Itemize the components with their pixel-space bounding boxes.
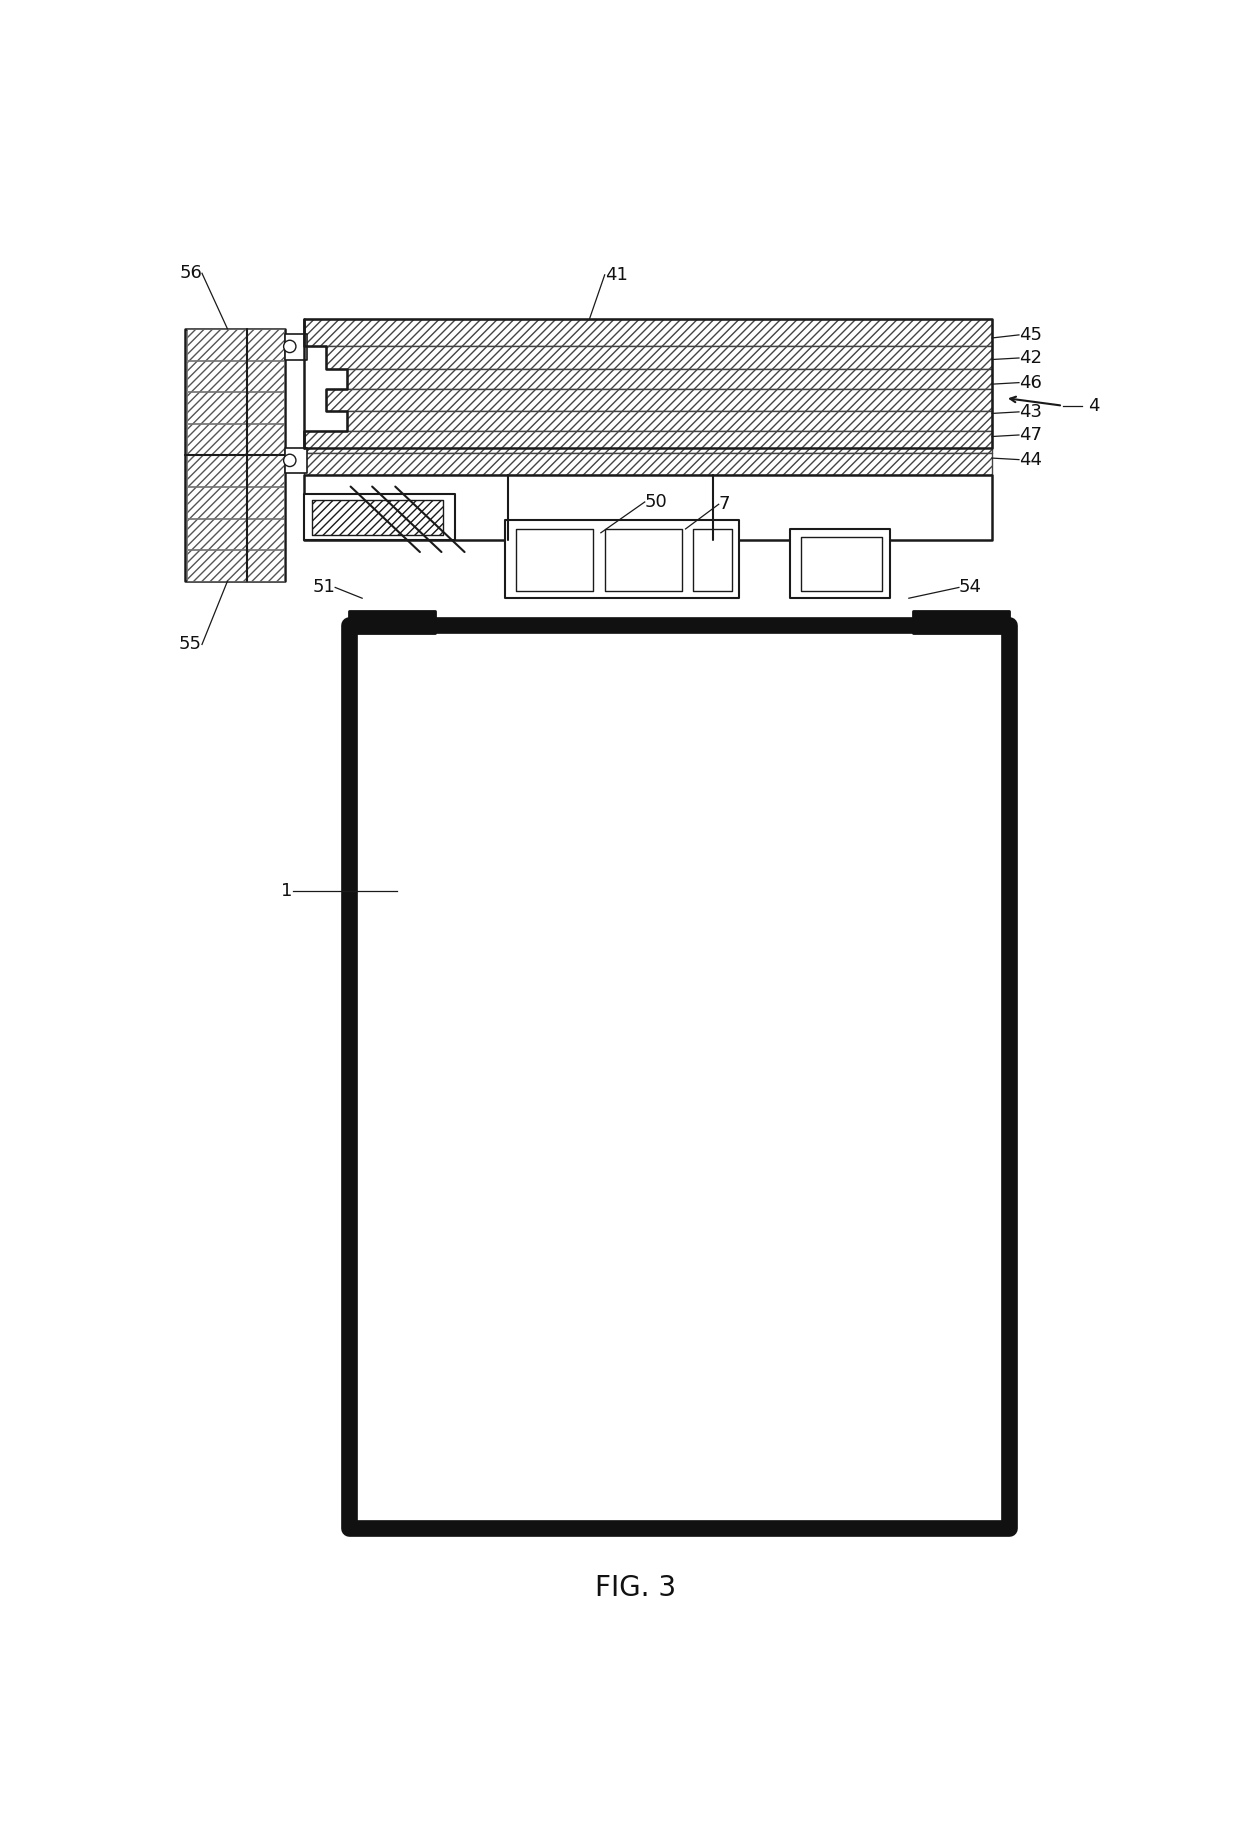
Bar [304,320,992,447]
Bar [350,611,435,633]
Bar [304,493,455,541]
Text: 42: 42 [1019,350,1042,366]
Bar [186,361,284,392]
Bar [186,330,284,359]
Text: 50: 50 [645,493,667,512]
Bar [186,455,284,486]
Text: 47: 47 [1019,425,1042,444]
Bar [186,392,284,423]
Bar [186,423,284,455]
Text: 7: 7 [719,495,730,514]
Bar [605,528,682,591]
Text: 46: 46 [1019,374,1042,392]
Text: 54: 54 [959,578,982,596]
Text: 44: 44 [1019,451,1042,469]
Text: FIG. 3: FIG. 3 [595,1574,676,1602]
Bar [186,519,284,549]
Bar [790,528,889,598]
Text: 41: 41 [605,265,627,284]
Bar [285,333,306,359]
Bar [913,611,1009,633]
Text: 1: 1 [281,882,293,900]
Bar [326,388,992,411]
Circle shape [284,341,296,353]
Bar [505,519,739,598]
Bar [801,536,882,591]
Bar [693,528,732,591]
Bar [326,346,992,368]
Text: 45: 45 [1019,326,1042,344]
Text: 51: 51 [312,578,335,596]
Text: 56: 56 [179,265,202,282]
Bar [186,488,284,517]
Bar [304,320,992,346]
Bar [185,330,285,582]
Bar [350,626,1009,1528]
Bar [516,528,593,591]
Text: 4: 4 [1089,396,1100,414]
Bar [304,453,992,475]
Bar [285,447,306,473]
Bar [312,499,443,536]
Bar [186,550,284,582]
Bar [304,431,992,453]
Circle shape [284,455,296,466]
Bar [347,411,992,431]
Text: 55: 55 [179,635,202,654]
Bar [347,368,992,388]
Text: 43: 43 [1019,403,1042,422]
Bar [304,475,992,541]
